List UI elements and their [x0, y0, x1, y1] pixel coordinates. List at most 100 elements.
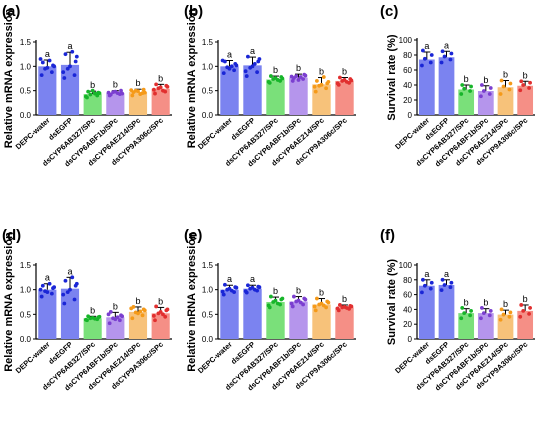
data-point	[449, 51, 454, 56]
data-point	[480, 83, 484, 87]
bar	[312, 84, 331, 115]
data-point	[257, 285, 262, 290]
y-tick-label: 0.0	[202, 335, 214, 344]
data-point	[296, 78, 301, 82]
data-point	[52, 285, 57, 290]
data-point	[83, 94, 88, 99]
data-point	[106, 312, 111, 317]
significance-letter: b	[483, 298, 488, 308]
y-tick-label: 1.5	[20, 261, 32, 270]
data-point	[349, 78, 354, 83]
data-point	[480, 306, 484, 310]
significance-letter: b	[483, 75, 488, 85]
significance-letter: b	[135, 296, 140, 306]
y-tick-label: 0.0	[20, 335, 32, 344]
data-point	[342, 305, 347, 309]
data-point	[501, 84, 506, 89]
data-point	[312, 304, 317, 309]
data-point	[498, 92, 503, 96]
y-tick-label: 20	[403, 320, 412, 329]
bar	[289, 77, 308, 115]
panel-label: (b)	[184, 3, 203, 20]
data-point	[487, 92, 492, 96]
significance-letter: b	[464, 74, 469, 84]
data-point	[220, 58, 225, 63]
data-point	[93, 91, 97, 96]
bar	[418, 59, 435, 115]
chart-panel: (a)Relative mRNA expression 0.0 0.5 1.0 1.5 a…	[2, 3, 172, 169]
data-point	[220, 289, 225, 294]
data-point	[468, 313, 472, 318]
data-point	[158, 85, 163, 90]
y-axis-title: Survival rate (%)	[386, 34, 398, 121]
data-point	[244, 74, 249, 78]
data-point	[479, 94, 483, 99]
data-point	[469, 84, 473, 89]
y-tick-label: 60	[403, 66, 412, 75]
data-point	[439, 60, 444, 65]
y-tick-label: 0.5	[202, 310, 214, 319]
chart-panel: (d)Relative mRNA expression 0.0 0.5 1.0 1.5 a…	[2, 227, 172, 393]
data-point	[40, 283, 45, 288]
significance-letter: a	[67, 266, 72, 276]
data-point	[338, 75, 342, 80]
data-point	[481, 89, 486, 93]
significance-letter: a	[45, 273, 50, 283]
bar	[106, 93, 125, 115]
bar	[335, 80, 354, 115]
y-tick-label: 100	[399, 261, 413, 270]
y-tick-label: 40	[403, 81, 412, 90]
data-point	[487, 313, 492, 318]
y-tick-label: 0	[408, 111, 413, 120]
data-point	[70, 275, 75, 280]
data-point	[469, 308, 473, 313]
data-point	[422, 56, 427, 61]
data-point	[141, 87, 146, 92]
data-point	[501, 312, 506, 317]
y-tick-label: 0.5	[20, 310, 32, 319]
data-point	[47, 58, 52, 63]
data-point	[74, 281, 79, 286]
significance-letter: b	[273, 65, 278, 75]
y-tick-label: 80	[403, 51, 412, 60]
data-point	[120, 314, 125, 319]
data-point	[448, 285, 453, 290]
data-point	[290, 79, 295, 83]
bar	[418, 285, 435, 339]
data-point	[422, 283, 427, 288]
x-tick-label: DEPC-water	[14, 340, 52, 375]
data-point	[521, 83, 526, 87]
data-point	[439, 288, 444, 293]
data-point	[292, 294, 296, 299]
significance-letter: b	[342, 294, 347, 304]
bar	[243, 288, 262, 339]
bar	[266, 79, 285, 115]
significance-letter: a	[45, 49, 50, 59]
data-point	[488, 86, 493, 90]
data-point	[158, 309, 163, 314]
data-point	[342, 78, 347, 82]
data-point	[45, 290, 50, 295]
data-point	[221, 71, 226, 76]
data-point	[39, 73, 44, 77]
data-point	[449, 280, 454, 285]
data-point	[232, 68, 237, 73]
data-point	[335, 81, 340, 86]
data-point	[129, 306, 134, 311]
data-point	[119, 88, 123, 93]
data-point	[326, 300, 331, 305]
significance-letter: b	[158, 73, 163, 83]
bar	[243, 65, 262, 115]
data-point	[326, 80, 331, 84]
panel-label: (a)	[2, 3, 20, 20]
data-point	[269, 294, 273, 299]
bar	[151, 88, 170, 115]
data-point	[312, 84, 317, 89]
data-point	[88, 92, 93, 97]
x-tick-label: DEPC-water	[196, 340, 234, 375]
data-point	[508, 310, 513, 315]
data-point	[507, 314, 512, 319]
bar	[497, 87, 514, 115]
data-point	[154, 304, 159, 309]
data-point	[257, 57, 262, 61]
